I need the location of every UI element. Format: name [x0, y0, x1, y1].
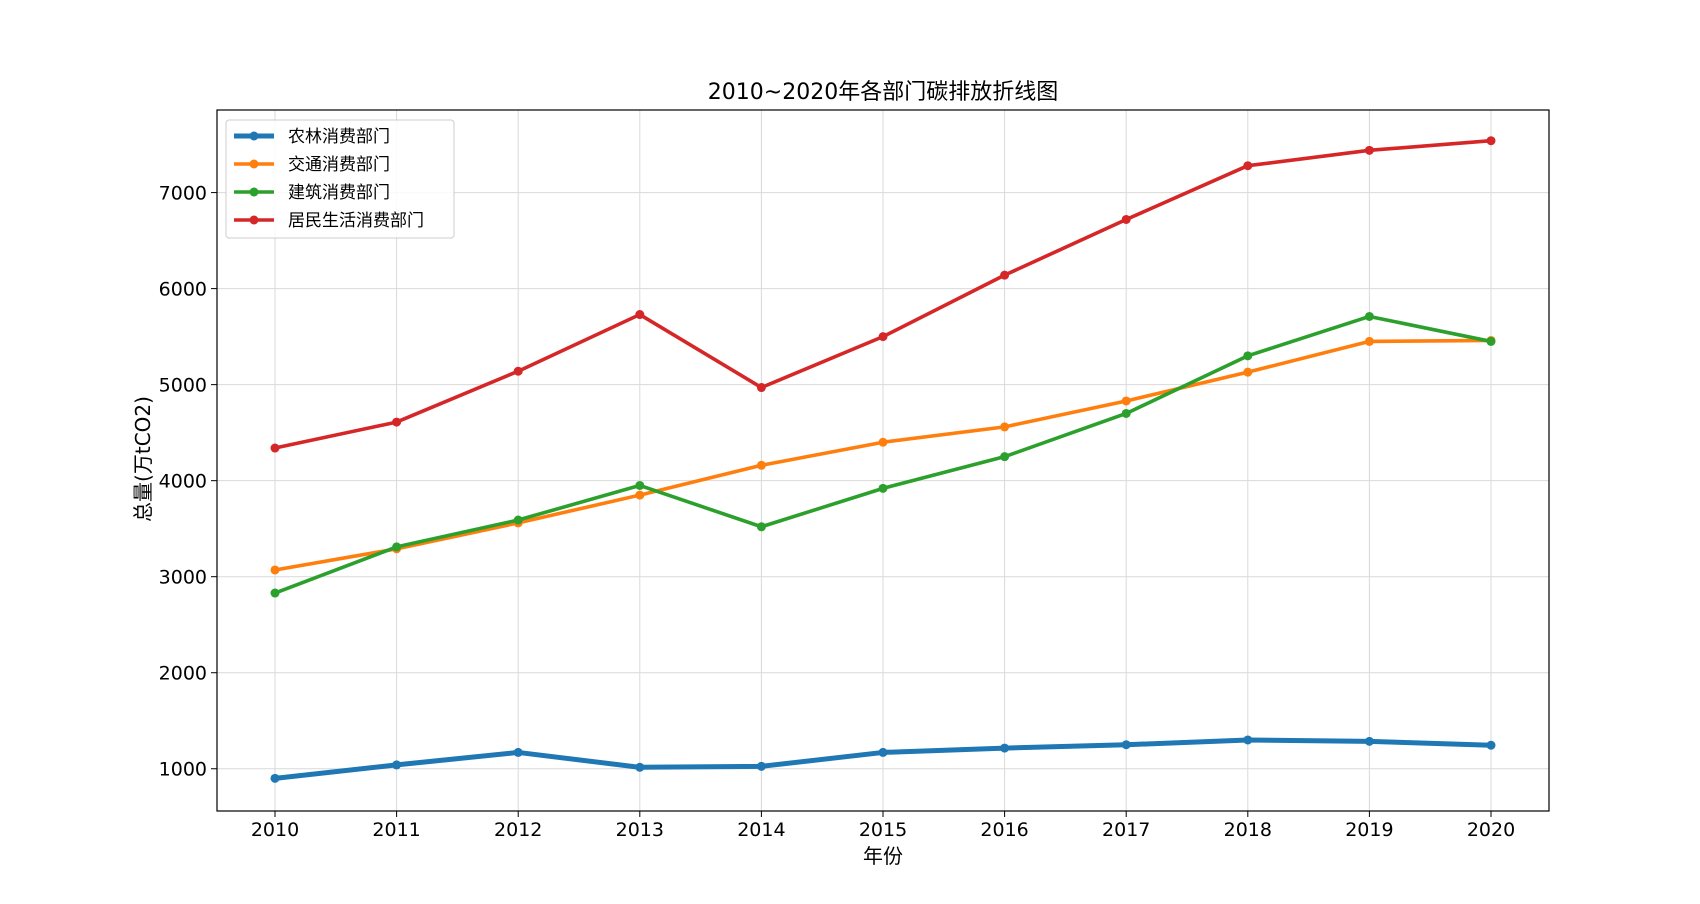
chart-title: 2010~2020年各部门碳排放折线图: [708, 80, 1058, 105]
grid-lines: [217, 110, 1549, 811]
data-point: [513, 747, 523, 757]
y-axis-title: 总量(万tCO2): [131, 396, 155, 522]
data-point: [1000, 270, 1010, 280]
data-point: [270, 773, 280, 783]
x-tick-label: 2018: [1224, 819, 1272, 841]
series-4: [270, 136, 1496, 453]
y-tick-label: 7000: [159, 183, 207, 205]
series-1: [270, 735, 1496, 783]
data-point: [513, 515, 523, 525]
data-point: [1000, 452, 1010, 462]
y-tick-label: 2000: [159, 663, 207, 685]
x-tick-label: 2010: [251, 819, 299, 841]
x-tick-label: 2011: [372, 819, 420, 841]
legend-label: 农林消费部门: [288, 127, 390, 147]
x-axis-title: 年份: [863, 844, 903, 868]
data-point: [878, 747, 888, 757]
y-tick-label: 4000: [159, 471, 207, 493]
legend-marker: [249, 187, 259, 197]
plot-frame: [216, 109, 1550, 812]
data-point: [878, 437, 888, 447]
data-point: [1364, 736, 1374, 746]
data-point: [756, 522, 766, 532]
series-lines: [270, 136, 1496, 783]
data-point: [878, 332, 888, 342]
x-tick-label: 2016: [980, 819, 1028, 841]
data-point: [1364, 145, 1374, 155]
data-point: [1486, 136, 1496, 146]
legend-label: 居民生活消费部门: [288, 211, 424, 231]
data-point: [513, 366, 523, 376]
data-point: [756, 383, 766, 393]
data-point: [392, 760, 402, 770]
y-tick-label: 1000: [159, 759, 207, 781]
data-point: [1121, 214, 1131, 224]
data-point: [392, 542, 402, 552]
data-point: [756, 460, 766, 470]
legend-item: 居民生活消费部门: [234, 211, 424, 231]
data-point: [392, 417, 402, 427]
series-3: [270, 311, 1496, 598]
data-point: [756, 761, 766, 771]
data-point: [1121, 396, 1131, 406]
data-point: [1000, 422, 1010, 432]
data-point: [878, 483, 888, 493]
legend-label: 交通消费部门: [288, 155, 390, 175]
data-point: [1364, 311, 1374, 321]
data-point: [1486, 740, 1496, 750]
data-point: [270, 588, 280, 598]
axes: [211, 109, 1550, 817]
data-point: [1121, 740, 1131, 750]
x-tick-label: 2020: [1467, 819, 1515, 841]
x-tick-label: 2012: [494, 819, 542, 841]
data-point: [635, 762, 645, 772]
axis-labels: 2010 2011 2012 2013 2014 2015 2016 2017 2018 2019…: [159, 183, 1516, 841]
legend-marker: [249, 215, 259, 225]
data-point: [1000, 743, 1010, 753]
legend-item: 交通消费部门: [234, 155, 390, 175]
legend-marker: [249, 131, 259, 141]
data-point: [270, 443, 280, 453]
legend-marker: [249, 159, 259, 169]
x-tick-label: 2013: [616, 819, 664, 841]
legend-item: 农林消费部门: [234, 127, 390, 147]
y-tick-label: 5000: [159, 375, 207, 397]
data-point: [1486, 336, 1496, 346]
series-2: [270, 335, 1496, 575]
data-point: [1243, 161, 1253, 171]
y-tick-label: 6000: [159, 279, 207, 301]
data-point: [1364, 336, 1374, 346]
data-point: [635, 310, 645, 320]
data-point: [1243, 367, 1253, 377]
data-point: [635, 480, 645, 490]
legend-label: 建筑消费部门: [288, 183, 390, 203]
data-point: [1121, 408, 1131, 418]
y-tick-label: 3000: [159, 567, 207, 589]
x-tick-label: 2015: [859, 819, 907, 841]
data-point: [1243, 735, 1253, 745]
data-point: [270, 565, 280, 575]
data-point: [1243, 351, 1253, 361]
legend-item: 建筑消费部门: [234, 183, 390, 203]
x-tick-label: 2017: [1102, 819, 1150, 841]
data-point: [635, 490, 645, 500]
x-tick-label: 2019: [1345, 819, 1393, 841]
legend-box: [225, 119, 455, 239]
x-tick-label: 2014: [737, 819, 785, 841]
